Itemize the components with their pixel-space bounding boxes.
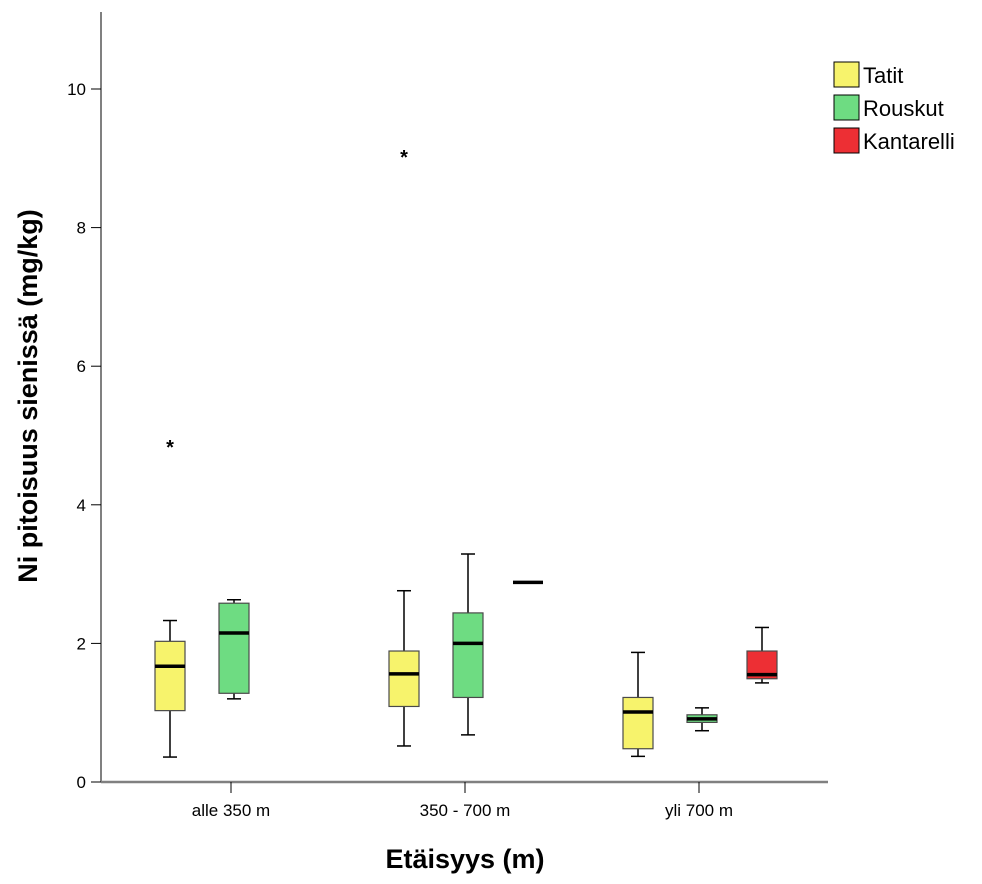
box-iqr: [452, 612, 484, 699]
box-group: [746, 626, 778, 684]
boxes-layer: **: [154, 147, 778, 758]
box-group: *: [154, 437, 186, 758]
x-tick-label: yli 700 m: [665, 801, 733, 820]
y-tick-label: 2: [77, 634, 86, 653]
legend-label: Tatit: [863, 63, 903, 88]
legend-label: Kantarelli: [863, 129, 955, 154]
box-iqr: [622, 696, 654, 750]
legend-swatch: [833, 94, 860, 121]
legend: Tatit Rouskut Kantarelli: [833, 61, 955, 154]
x-tick-label: alle 350 m: [192, 801, 270, 820]
y-tick-label: 8: [77, 219, 86, 238]
outlier-marker: *: [166, 437, 174, 459]
x-tick-label: 350 - 700 m: [420, 801, 511, 820]
y-tick-label: 4: [77, 496, 86, 515]
y-ticks: 0 2 4 6 8 10: [67, 80, 101, 792]
box-group: *: [388, 147, 420, 747]
y-tick-label: 10: [67, 80, 86, 99]
box-iqr: [388, 650, 420, 708]
outlier-marker: *: [400, 147, 408, 169]
x-axis-title: Etäisyys (m): [385, 844, 544, 874]
legend-swatch: [833, 61, 860, 88]
box-iqr: [154, 640, 186, 712]
y-tick-label: 6: [77, 357, 86, 376]
box-group: [452, 553, 484, 736]
x-ticks: alle 350 m 350 - 700 m yli 700 m: [192, 782, 733, 820]
box-iqr: [218, 602, 250, 694]
box-group: [622, 651, 654, 758]
box-group: [218, 598, 250, 700]
y-tick-label: 0: [77, 773, 86, 792]
legend-swatch: [833, 127, 860, 154]
y-axis-title: Ni pitoisuus sienissä (mg/kg): [13, 209, 43, 583]
legend-label: Rouskut: [863, 96, 944, 121]
box-group: [686, 707, 718, 732]
